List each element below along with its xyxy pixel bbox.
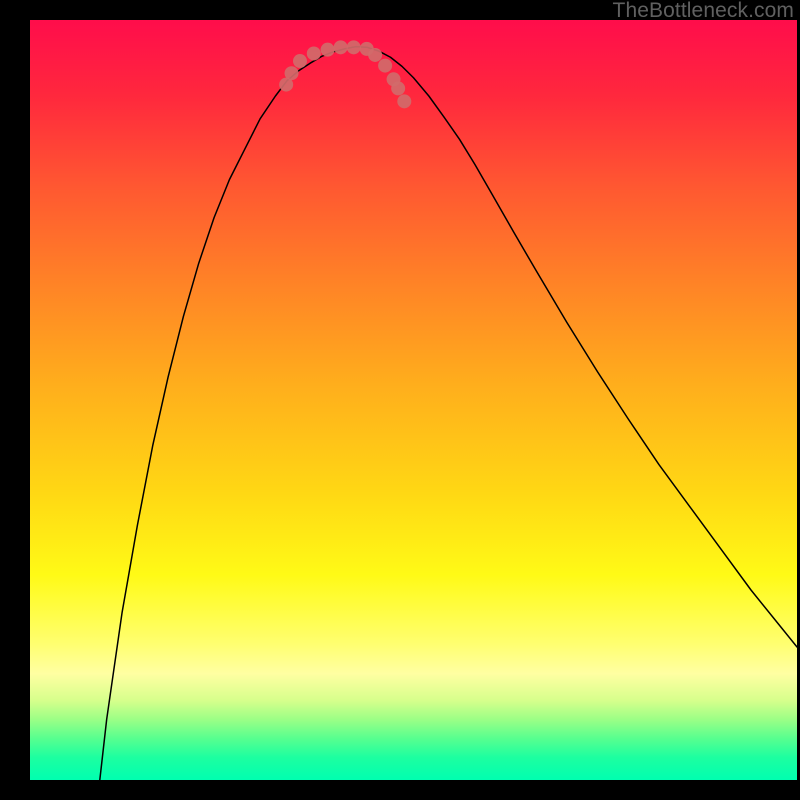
- highlight-marker: [285, 66, 299, 80]
- highlight-marker: [321, 43, 335, 57]
- highlight-marker: [334, 40, 348, 54]
- highlight-marker: [378, 59, 392, 73]
- plot-area: [30, 20, 797, 780]
- highlight-marker: [368, 48, 382, 62]
- bottleneck-curve-chart: [30, 20, 797, 780]
- highlight-marker: [307, 46, 321, 60]
- highlight-marker: [397, 94, 411, 108]
- highlight-marker: [391, 81, 405, 95]
- gradient-background: [30, 20, 797, 780]
- watermark-source-label: TheBottleneck.com: [613, 0, 794, 23]
- highlight-marker: [293, 54, 307, 68]
- chart-outer-frame: TheBottleneck.com: [0, 0, 800, 800]
- highlight-marker: [347, 40, 361, 54]
